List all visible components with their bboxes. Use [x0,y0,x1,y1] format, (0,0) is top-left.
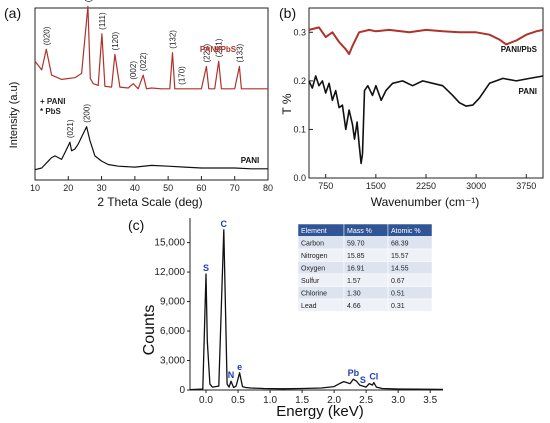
eds-peak-label: S [360,375,366,385]
table-cell: Sulfur [301,278,320,285]
eds-peak-label: e [237,362,242,372]
table-cell: Carbon [301,241,324,248]
xrd-legend-pani: + PANI [40,97,65,106]
eds-ytick-label: 0 [179,385,185,396]
table-cell: Nitrogen [301,253,328,260]
ftir-xlabel: Wavenumber (cm⁻¹) [371,195,480,209]
xrd-peak-annotation: (120) [111,31,120,50]
xrd-xtick-label: 40 [130,183,140,193]
xrd-xtick-label: 60 [196,183,206,193]
eds-ytick-label: 12,000 [154,267,185,278]
ftir-series-label-pani: PANI [518,87,537,96]
eds-peak-label: C [221,219,228,229]
xrd-series-pani [34,126,268,171]
eds-xlabel: Energy (keV) [276,403,364,420]
ftir-xtick-label: 750 [318,181,333,191]
ftir-chart: (b) T % Wavenumber (cm⁻¹) 750 1500 2250 300… [279,5,544,209]
eds-chart: (c) Counts Energy (keV) 0.0 0.5 1.0 1.5 2.0 2… [128,217,444,420]
eds-peak-label: Cl [369,372,378,382]
table-cell-bg [387,298,433,312]
eds-xtick-label: 2.5 [359,395,373,406]
panel-label-a: (a) [4,5,21,21]
table-cell: 1.30 [347,291,361,298]
xrd-peak-annotation: (021) [66,119,75,138]
eds-ytick-label: 9,000 [160,297,185,308]
ftir-xtick-label: 1500 [366,181,386,191]
xrd-xtick-label: 50 [163,183,173,193]
ftir-ylabel: T % [280,93,294,114]
xrd-peak-annotation: (022) [139,52,148,71]
table-cell: 0.51 [391,291,405,298]
xrd-plot-frame [34,7,269,181]
xrd-peak-annotation: (251) [215,38,224,57]
table-cell: Chlorine [301,291,327,298]
eds-xtick-label: 3.5 [423,395,437,406]
eds-ytick-label: 6,000 [160,326,185,337]
ftir-series-pani-pbs [308,26,544,56]
eds-peak-label: N [228,370,235,380]
xrd-chart: (a) Intensity (a.u) 2 Theta Scale (deg) … [4,0,273,209]
ftir-xtick-label: 3000 [466,181,486,191]
eds-xtick-label: 1.0 [263,395,277,406]
table-cell: 59.70 [347,241,365,248]
xrd-peak-annotation: (002) [129,61,138,80]
xrd-peak-annotation: (110) [84,0,93,2]
eds-xtick-label: 3.0 [391,395,405,406]
ftir-ytick-label: 0.1 [293,124,306,134]
xrd-peak-annotation: (170) [177,66,186,85]
panel-label-b: (b) [279,5,296,21]
eds-ytick-label: 15,000 [154,238,185,249]
table-cell: 0.31 [391,303,405,310]
eds-xtick-label: 1.5 [295,395,309,406]
xrd-xlabel: 2 Theta Scale (deg) [97,195,202,209]
xrd-peak-annotation: (111) [98,12,107,30]
eds-xtick-label: 0.0 [199,395,213,406]
table-cell: 68.39 [391,241,409,248]
eds-ylabel: Counts [141,305,158,356]
eds-xtick-label: 2.0 [327,395,341,406]
xrd-peak-annotation: (200) [83,104,92,123]
ftir-xtick-label: 2250 [416,181,436,191]
xrd-peak-annotation: (020) [42,26,51,45]
xrd-xtick-label: 20 [63,183,73,193]
eds-spectrum [189,229,444,391]
eds-peak-label: Pb [348,368,360,378]
ftir-xtick-label: 3750 [516,181,536,191]
xrd-legend-pbs: * PbS [40,107,62,116]
table-header-label: Mass % [347,228,372,235]
xrd-xtick-label: 30 [97,183,107,193]
panel-label-c: (c) [128,217,144,233]
xrd-xtick-label: 80 [263,183,273,193]
ftir-ytick-label: 0.2 [293,76,306,86]
table-cell: 16.91 [347,266,365,273]
ftir-series-label-pani-pbs: PANI/PbS [501,45,538,54]
xrd-series-label-pani: PANI [241,156,260,165]
ftir-ytick-label: 0.3 [293,27,306,37]
xrd-peak-annotation: (132) [168,30,177,49]
ftir-ytick-label: 0.0 [293,173,306,183]
table-cell: 4.66 [347,303,361,310]
xrd-xtick-label: 70 [230,183,240,193]
table-cell: 15.85 [347,253,365,260]
table-header-label: Atomic % [391,228,421,235]
ftir-series-pani [308,75,544,165]
xrd-ylabel: Intensity (a.u) [8,82,20,149]
table-cell: 1.57 [347,278,361,285]
table-cell: 14.55 [391,266,409,273]
eds-ytick-label: 3,000 [160,356,185,367]
xrd-peak-annotation: (222) [202,43,211,62]
xrd-series-label-pani-pbs: PANI/PbS [200,45,237,54]
xrd-series-pani-pbs [34,5,268,90]
eds-peak-label: S [203,263,209,273]
table-header-label: Element [301,228,327,235]
eds-xtick-label: 0.5 [231,395,245,406]
table-cell: Lead [301,303,317,310]
composition-table: Element Mass % Atomic % Carbon 59.70 68.39 Nit… [297,223,433,312]
table-cell: 0.67 [391,278,405,285]
table-cell: 15.57 [391,253,409,260]
xrd-peak-annotation: (133) [235,43,244,62]
ftir-plot-frame [308,7,544,179]
xrd-xtick-label: 10 [30,183,40,193]
table-cell: Oxygen [301,266,325,273]
